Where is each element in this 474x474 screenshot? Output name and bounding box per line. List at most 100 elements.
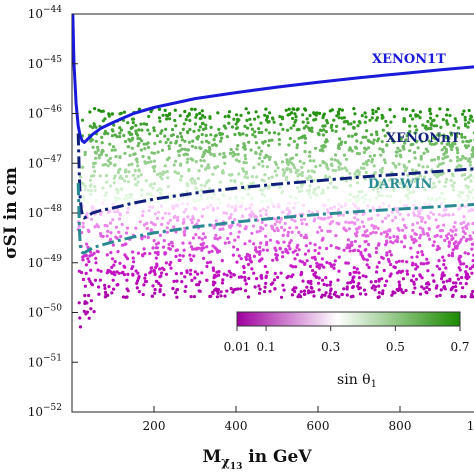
scatter-point [140,193,144,197]
scatter-point [147,155,151,159]
scatter-point [401,277,405,281]
scatter-point [366,138,370,142]
scatter-point [146,128,150,132]
scatter-point [307,209,311,213]
scatter-point [380,255,384,259]
scatter-point [451,281,456,285]
scatter-point [435,233,439,238]
scatter-point [106,268,110,273]
scatter-point [336,146,340,150]
scatter-point [242,270,246,274]
scatter-point [246,192,250,196]
scatter-point [445,119,449,123]
scatter-point [428,109,432,113]
scatter-point [123,242,127,246]
scatter-point [322,282,326,286]
scatter-point [258,152,262,156]
scatter-point [227,115,231,119]
scatter-point [263,156,267,160]
scatter-point [434,218,438,222]
scatter-point [396,206,400,210]
scatter-point [178,114,182,118]
scatter-point [81,221,85,225]
scatter-point [94,125,98,129]
scatter-point [400,269,405,273]
scatter-point [163,199,167,203]
scatter-point [178,149,182,153]
scatter-point [412,211,416,215]
scatter-point [123,265,127,269]
scatter-point [237,172,241,176]
scatter-point [453,200,457,204]
scatter-point [455,159,460,163]
scatter-point [357,225,362,229]
scatter-point [422,232,426,236]
scatter-point [213,142,217,146]
scatter-point [164,272,169,276]
scatter-point [116,250,120,254]
scatter-point [380,113,384,117]
scatter-point [359,166,363,170]
scatter-point [409,235,413,239]
scatter-point [261,140,265,144]
scatter-point [142,223,147,227]
scatter-point [250,210,254,214]
scatter-point [392,115,396,119]
scatter-point [92,122,96,126]
scatter-point [364,115,368,119]
scatter-point [471,222,474,226]
scatter-point [131,265,135,269]
scatter-point [83,293,87,298]
scatter-point [421,229,425,234]
scatter-point [440,141,444,145]
scatter-point [408,149,412,153]
scatter-point [174,254,178,259]
scatter-point [234,195,238,199]
scatter-point [159,204,164,208]
scatter-point [298,159,302,163]
scatter-point [451,172,455,176]
scatter-point [115,236,119,240]
scatter-point [190,177,194,181]
scatter-point [442,258,446,263]
scatter-point [203,235,207,239]
scatter-point [210,249,214,253]
colorbar-tick-label: 0.5 [386,340,405,354]
scatter-point [160,148,165,152]
scatter-point [199,183,203,187]
scatter-point [323,124,327,128]
scatter-point [404,107,408,111]
scatter-point [297,173,301,177]
scatter-point [449,145,453,149]
scatter-point [282,288,286,292]
scatter-point [295,253,299,257]
scatter-point [286,230,290,234]
scatter-point [438,107,442,111]
scatter-point [247,276,251,281]
scatter-point [142,142,146,146]
scatter-point [383,283,387,288]
scatter-point [380,220,384,224]
scatter-point [161,216,165,220]
scatter-point [118,155,122,159]
scatter-point [189,218,193,222]
scatter-point [151,284,155,288]
scatter-point [95,249,99,253]
scatter-point [201,127,205,131]
scatter-point [306,189,310,193]
scatter-point [367,158,371,163]
scatter-point [144,161,148,165]
scatter-point [103,132,107,136]
scatter-point [263,194,267,198]
scatter-point [290,217,294,222]
scatter-point [186,157,190,161]
scatter-point [312,159,316,163]
scatter-point [216,206,220,210]
scatter-point [81,165,85,169]
scatter-point [167,212,171,216]
scatter-point [191,236,195,240]
scatter-point [437,180,441,184]
scatter-point [320,228,324,233]
scatter-point [372,164,376,168]
scatter-point [96,268,100,272]
